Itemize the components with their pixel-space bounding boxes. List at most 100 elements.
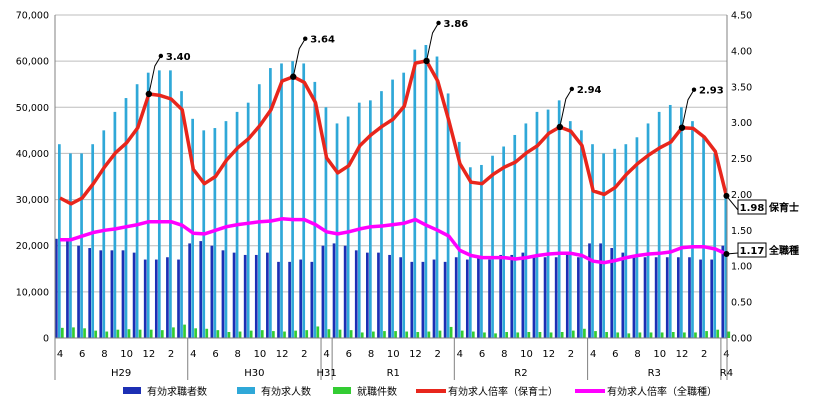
bar	[532, 254, 536, 338]
bar	[724, 197, 728, 338]
bar	[94, 330, 98, 338]
bar	[277, 261, 280, 338]
bar	[560, 332, 564, 338]
bar	[638, 332, 642, 338]
bar	[510, 254, 514, 338]
right-axis-tick-label: 1.50	[731, 226, 752, 237]
bar	[565, 254, 569, 338]
bar	[610, 248, 614, 338]
bar	[594, 331, 597, 338]
bar	[327, 329, 331, 338]
legend: 有効求職者数 有効求人数 就職件数 有効求人倍率（保育士） 有効求人倍率（全職種）	[123, 385, 717, 398]
bar	[446, 93, 450, 338]
legend-label: 就職件数	[357, 385, 397, 398]
left-axis-tick-label: 30,000	[16, 195, 49, 206]
bar	[535, 111, 539, 339]
annotation-marker	[145, 90, 153, 98]
bar	[591, 144, 594, 338]
bar	[491, 155, 494, 338]
annotation-marker	[556, 123, 564, 131]
x-tick-label: 8	[368, 349, 374, 360]
bar	[577, 257, 580, 338]
left-axis-tick-label: 0	[43, 334, 49, 345]
bar	[77, 245, 80, 338]
bar	[427, 331, 431, 338]
bar	[602, 153, 605, 338]
x-tick-label: 12	[409, 349, 422, 360]
bar	[121, 250, 125, 338]
bar	[266, 252, 269, 338]
bar	[668, 104, 672, 338]
annotations: 3.40 3.64 3.86 2.94 2.93 1.98 保育士 1.17 全職種	[145, 19, 799, 258]
bar	[471, 331, 475, 338]
annotation-marker	[691, 87, 697, 92]
bar	[310, 261, 314, 338]
annotation-marker	[423, 57, 430, 65]
bar	[291, 61, 294, 339]
bar	[705, 331, 708, 338]
right-axis-tick-label: 1.00	[731, 262, 752, 273]
bar	[424, 44, 428, 338]
bar	[568, 121, 572, 338]
right-axis-tick-label: 0.00	[731, 334, 752, 345]
annotation-label: 3.40	[166, 52, 191, 63]
annotation-leader	[681, 89, 695, 128]
x-tick-label: 10	[387, 349, 400, 360]
bar	[288, 261, 291, 338]
bar	[443, 261, 447, 338]
bar	[710, 259, 714, 338]
bar	[246, 102, 250, 339]
bar	[524, 123, 528, 338]
bar	[527, 332, 531, 338]
bar	[516, 332, 520, 338]
end-value-box	[737, 199, 767, 215]
x-tick-label: 10	[254, 349, 267, 360]
legend-label: 有効求人倍率（保育士）	[448, 385, 558, 398]
bar	[316, 326, 320, 338]
x-tick-label: 8	[101, 349, 107, 360]
bar	[188, 243, 191, 338]
x-tick-label: 6	[612, 349, 618, 360]
bar	[554, 257, 558, 338]
bar	[299, 259, 303, 338]
era-label: R4	[720, 368, 733, 379]
left-axis-tick-label: 20,000	[16, 241, 49, 252]
bar	[249, 330, 253, 338]
bar	[369, 100, 372, 338]
x-tick-label: 10	[653, 349, 666, 360]
left-axis-tick-label: 70,000	[16, 11, 49, 22]
bar	[302, 63, 306, 338]
bar	[143, 259, 147, 338]
bar	[432, 259, 436, 338]
bar	[624, 144, 628, 338]
bar	[254, 254, 258, 338]
annotation-leader	[426, 22, 439, 62]
annotation-marker	[569, 86, 575, 92]
bar	[66, 241, 69, 338]
bar	[435, 56, 439, 339]
bar	[621, 252, 625, 338]
bar	[157, 70, 161, 338]
era-label: H31	[316, 368, 336, 379]
era-label: R3	[648, 368, 661, 379]
bar	[272, 331, 275, 338]
bar	[360, 332, 364, 338]
bar	[257, 84, 261, 338]
bar	[102, 130, 106, 338]
bar	[716, 329, 720, 338]
bar	[405, 331, 409, 338]
era-label: H30	[244, 368, 264, 379]
bar	[377, 252, 380, 338]
bar	[321, 245, 325, 338]
bar	[543, 257, 547, 338]
bar	[499, 254, 502, 338]
x-tick-label: 2	[301, 349, 307, 360]
x-tick-label: 10	[520, 349, 533, 360]
x-tick-label: 12	[276, 349, 289, 360]
bar	[457, 141, 461, 338]
annotation-marker	[303, 36, 308, 41]
right-axis-tick-label: 2.50	[731, 154, 752, 165]
bar	[521, 252, 525, 338]
bar	[388, 254, 391, 338]
